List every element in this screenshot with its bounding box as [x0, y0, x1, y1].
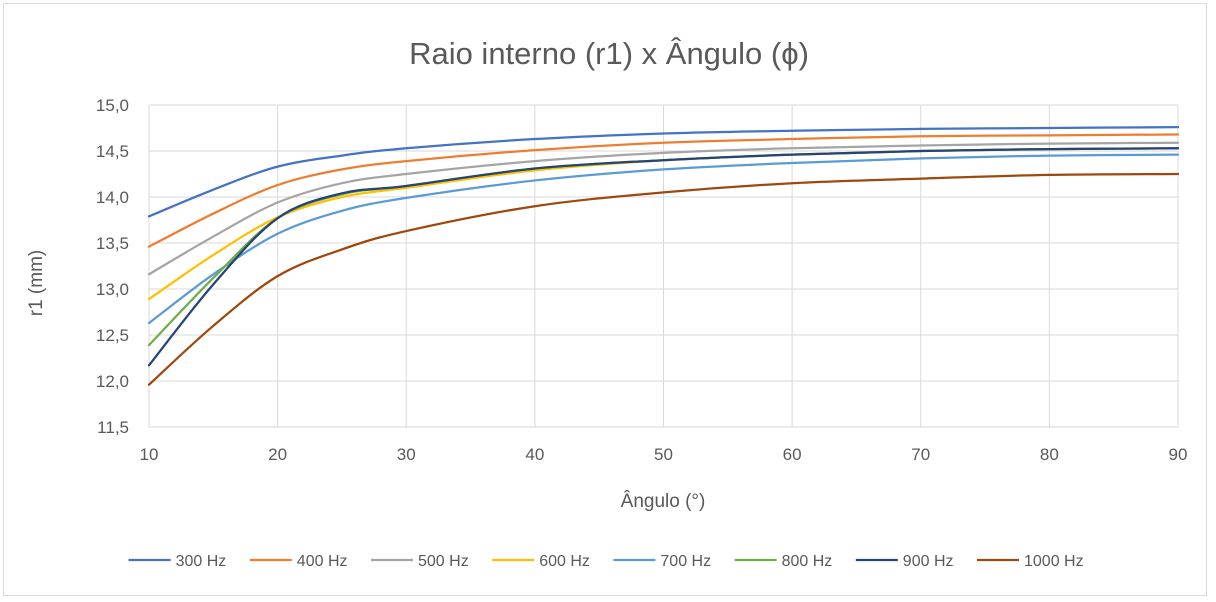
- y-tick-label: 12,0: [96, 372, 129, 391]
- legend-label: 300 Hz: [176, 553, 227, 570]
- legend-label: 600 Hz: [539, 553, 590, 570]
- y-tick-label: 13,0: [96, 280, 129, 299]
- series-line-300-hz: [147, 125, 1180, 218]
- legend-item: 500 Hz: [371, 553, 469, 570]
- chart-frame: Raio interno (r1) x Ângulo (ϕ) 11,5 12,0 1…: [3, 3, 1207, 596]
- chart-title: Raio interno (r1) x Ângulo (ϕ): [409, 36, 809, 71]
- legend-item: 900 Hz: [855, 553, 954, 570]
- y-tick-label: 14,5: [96, 142, 129, 161]
- grid-layer: [148, 104, 1179, 428]
- x-tick-label: 50: [654, 445, 673, 464]
- series-line-500-hz: [147, 141, 1180, 276]
- y-tick-label: 15,0: [96, 96, 129, 115]
- y-tick-label: 11,5: [97, 418, 129, 437]
- legend-item: 1000 Hz: [977, 553, 1084, 570]
- legend-label: 500 Hz: [418, 553, 469, 570]
- line-chart: Raio interno (r1) x Ângulo (ϕ) 11,512,01…: [26, 36, 1188, 570]
- x-tick-label: 20: [268, 445, 287, 464]
- x-tick-label: 40: [525, 445, 544, 464]
- legend-item: 300 Hz: [128, 553, 227, 570]
- legend-item: 700 Hz: [613, 553, 711, 570]
- legend-item: 600 Hz: [492, 553, 590, 570]
- legend-item: 800 Hz: [734, 553, 833, 570]
- y-tick-label: 12,5: [96, 326, 129, 345]
- legend-label: 700 Hz: [660, 553, 711, 570]
- y-tick-label: 13,5: [96, 234, 129, 253]
- x-tick-label: 60: [783, 445, 802, 464]
- legend: 300 Hz 400 Hz 500 Hz 600 Hz 700 Hz 800 Hz 900 …: [128, 553, 1084, 570]
- series-line-900-hz: [147, 147, 1180, 367]
- tick-labels: 11,5 12,0 12,5 13,0 13,5 14,0 14,5 15,0 10 20 30 40…: [96, 96, 1188, 464]
- x-tick-label: 80: [1040, 445, 1059, 464]
- legend-label: 1000 Hz: [1024, 553, 1084, 570]
- legend-label: 800 Hz: [782, 553, 833, 570]
- series-line-700-hz: [147, 153, 1180, 325]
- x-tick-label: 70: [911, 445, 930, 464]
- y-axis-title: r1 (mm): [26, 250, 47, 316]
- legend-label: 900 Hz: [903, 553, 954, 570]
- x-tick-label: 10: [140, 445, 159, 464]
- legend-item: 400 Hz: [249, 553, 348, 570]
- series-line-400-hz: [147, 133, 1180, 248]
- series-line-1000-hz: [147, 172, 1180, 386]
- x-tick-label: 90: [1169, 445, 1188, 464]
- x-tick-label: 30: [397, 445, 416, 464]
- series-layer: [147, 125, 1180, 386]
- legend-label: 400 Hz: [297, 553, 348, 570]
- y-tick-label: 14,0: [96, 188, 129, 207]
- x-axis-title: Ângulo (°): [621, 490, 706, 512]
